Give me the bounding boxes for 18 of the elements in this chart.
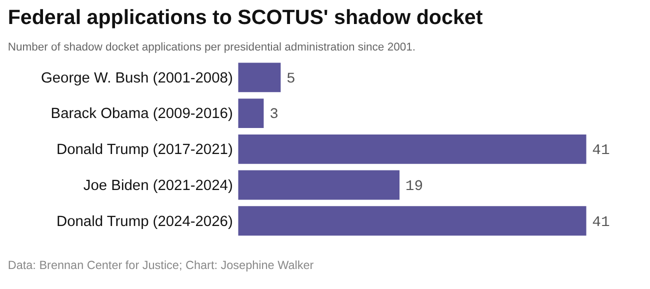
chart-subtitle: Number of shadow docket applications per presidential administration since 2001.	[8, 42, 416, 54]
y-tick-label: Donald Trump (2024-2026)	[56, 214, 233, 230]
data-label: 5	[286, 71, 296, 88]
chart-title: Federal applications to SCOTUS' shadow docket	[8, 6, 483, 30]
y-tick-label: Donald Trump (2017-2021)	[56, 142, 233, 158]
data-label: 19	[405, 178, 424, 195]
y-tick-label: Joe Biden (2021-2024)	[83, 178, 233, 194]
bar	[238, 206, 586, 236]
data-label: 41	[592, 143, 610, 160]
bar	[238, 62, 281, 92]
bar	[238, 134, 586, 164]
bar	[238, 98, 264, 128]
y-tick-label: George W. Bush (2001-2008)	[40, 70, 233, 86]
data-label: 3	[270, 107, 278, 124]
data-label: 41	[592, 214, 610, 231]
bar	[238, 170, 400, 200]
y-tick-label: Barack Obama (2009-2016)	[50, 106, 233, 122]
text: Data: Brennan Center for Justice; Chart: Josephine Walker	[8, 258, 314, 272]
